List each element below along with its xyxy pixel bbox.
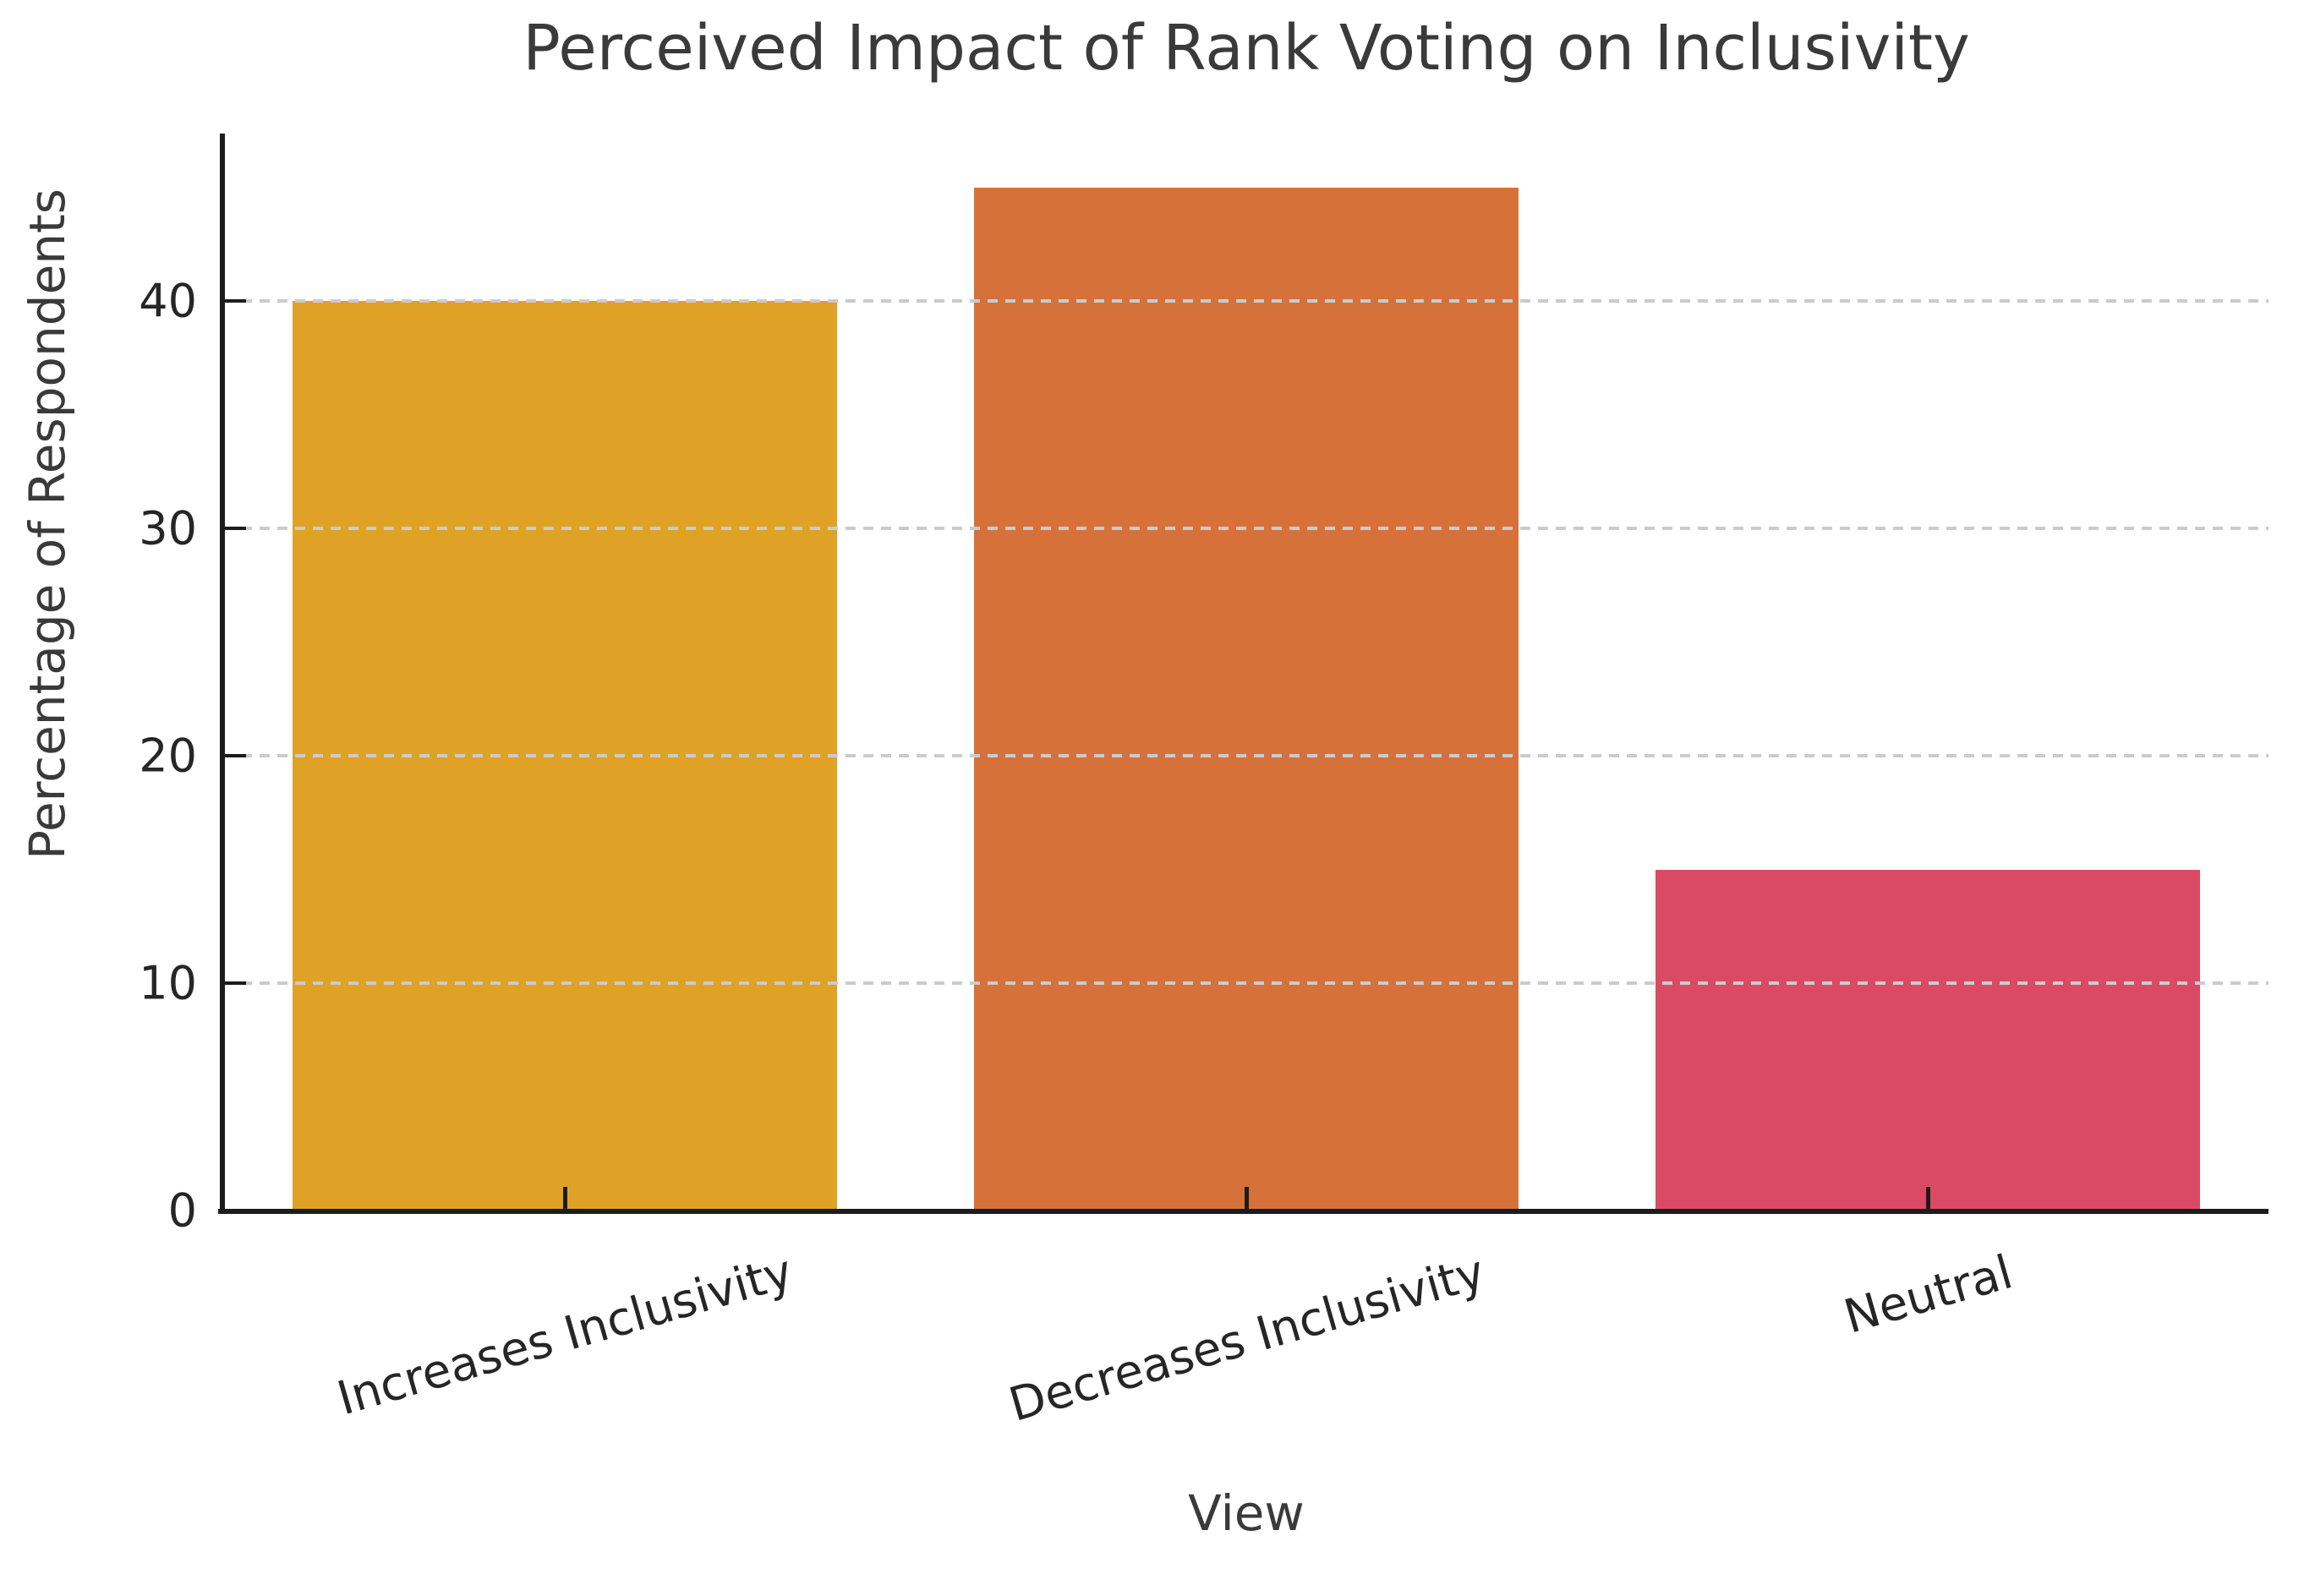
y-tick-40 — [224, 299, 246, 303]
x-axis-spine — [218, 1209, 2268, 1214]
y-tick-20 — [224, 754, 246, 757]
gridline-40 — [224, 299, 2268, 303]
x-tick-2 — [1245, 1187, 1249, 1209]
x-tick-label-decreases-inclusivity: Decreases Inclusivity — [1002, 1243, 1491, 1432]
bar-decreases-inclusivity — [973, 187, 1519, 1211]
y-tick-10 — [224, 981, 246, 985]
gridline-10 — [224, 981, 2268, 985]
y-tick-30 — [224, 527, 246, 530]
chart-title: Perceived Impact of Rank Voting on Inclu… — [523, 12, 1970, 85]
y-tick-label-30: 30 — [139, 501, 197, 555]
y-tick-label-20: 20 — [139, 729, 197, 783]
x-tick-label-neutral: Neutral — [1837, 1243, 2018, 1344]
x-tick-3 — [1926, 1187, 1930, 1209]
y-axis-label: Percentage of Respondents — [8, 118, 86, 930]
x-tick-label-increases-inclusivity: Increases Inclusivity — [331, 1243, 799, 1426]
gridline-20 — [224, 754, 2268, 757]
y-tick-label-40: 40 — [139, 274, 197, 328]
y-axis-label-text: Percentage of Respondents — [19, 189, 76, 860]
y-tick-label-0: 0 — [167, 1183, 197, 1238]
x-axis-label: View — [1188, 1484, 1305, 1542]
x-tick-1 — [563, 1187, 567, 1209]
y-tick-label-10: 10 — [139, 956, 197, 1010]
bar-neutral — [1655, 869, 2201, 1211]
gridline-30 — [224, 527, 2268, 530]
y-axis-spine — [220, 134, 225, 1214]
